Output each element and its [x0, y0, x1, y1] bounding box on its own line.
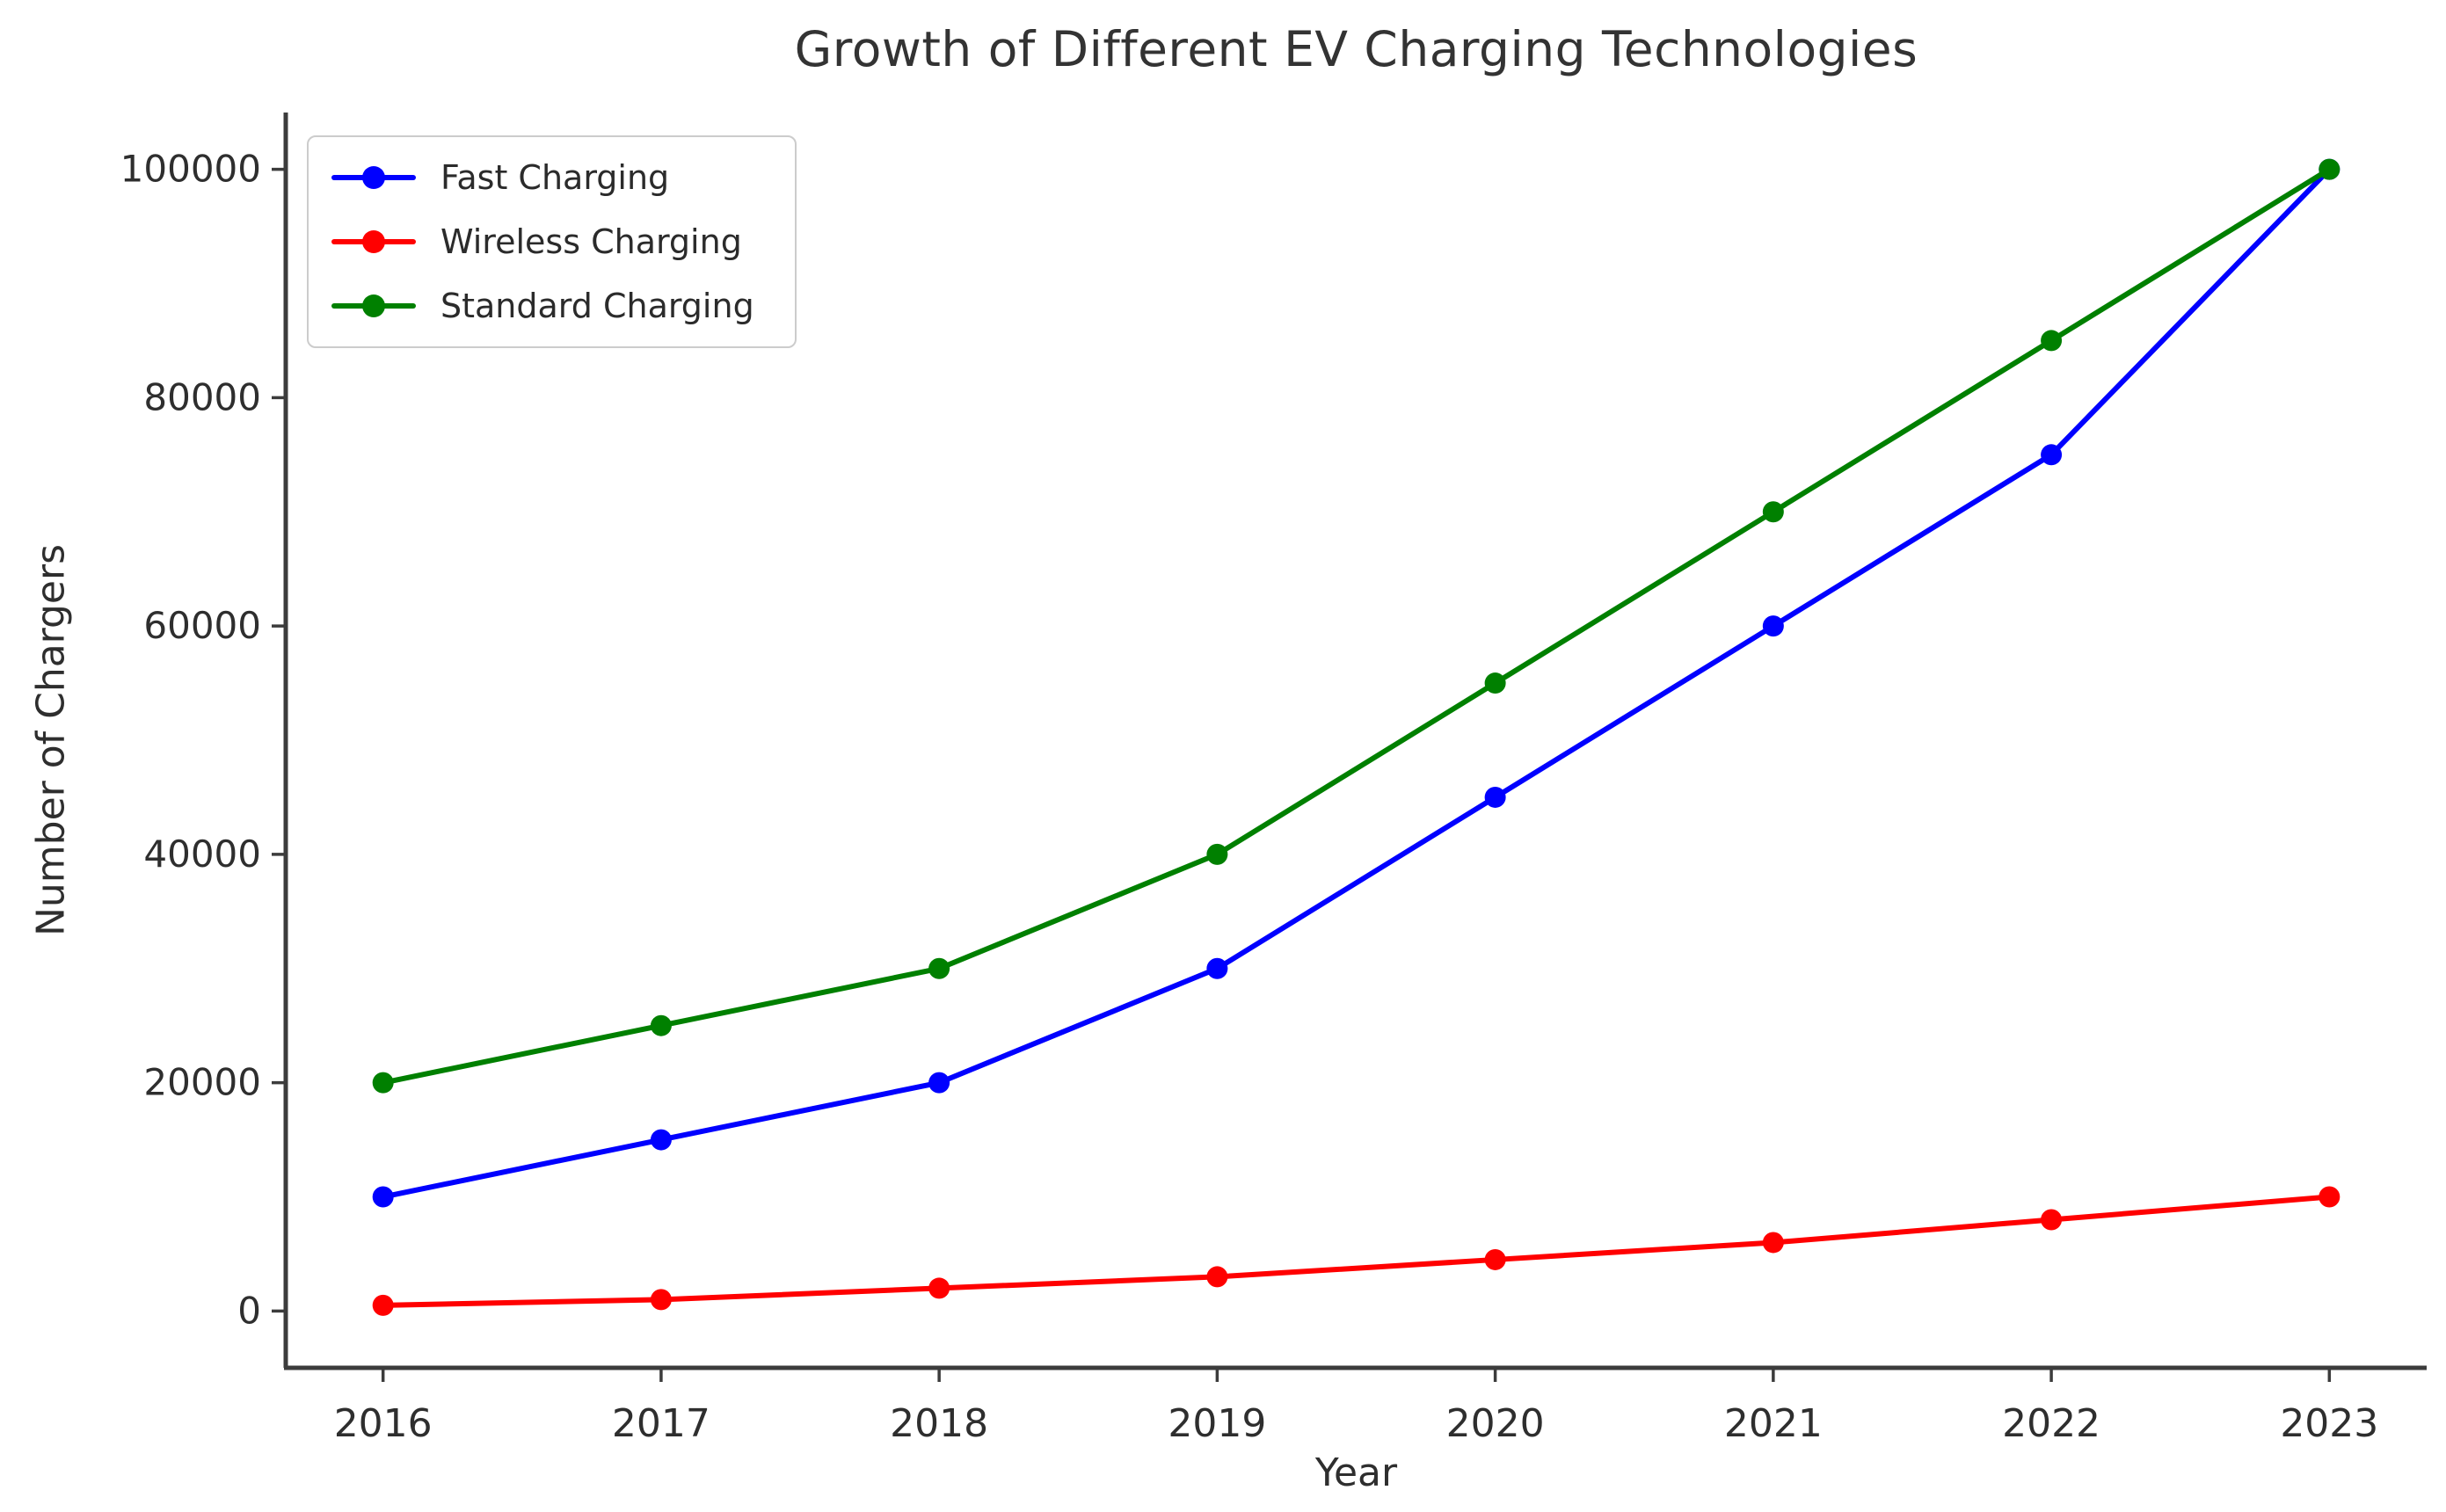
series-marker-wireless-charging	[2319, 1186, 2340, 1208]
series-line-fast-charging	[380, 166, 2333, 1200]
x-tick-label: 2017	[612, 1401, 710, 1446]
series-marker-fast-charging	[1762, 615, 1784, 637]
series-marker-fast-charging	[650, 1129, 672, 1151]
series-marker-wireless-charging	[2041, 1209, 2063, 1231]
series-marker-fast-charging	[928, 1072, 950, 1094]
series-marker-wireless-charging	[1206, 1266, 1228, 1288]
series-marker-fast-charging	[1484, 786, 1506, 808]
x-tick-label: 2021	[1724, 1401, 1823, 1446]
fast-charging-line-marker-icon	[331, 165, 416, 190]
series-marker-fast-charging	[372, 1186, 394, 1208]
series-line-standard-charging	[380, 166, 2333, 1086]
wireless-charging-line-marker-icon	[331, 229, 416, 254]
chart-title: Growth of Different EV Charging Technolo…	[794, 21, 1918, 77]
series-marker-standard-charging	[928, 957, 950, 979]
standard-charging-line-marker-icon	[331, 294, 416, 318]
y-tick-label: 80000	[143, 375, 261, 418]
legend-item-wireless-charging: Wireless Charging	[309, 222, 795, 261]
legend-item-standard-charging: Standard Charging	[309, 287, 795, 325]
y-tick-label: 20000	[143, 1061, 261, 1104]
series-marker-standard-charging	[1206, 843, 1228, 865]
series-marker-wireless-charging	[1762, 1232, 1784, 1254]
y-tick-label: 60000	[143, 604, 261, 647]
x-tick-label: 2019	[1168, 1401, 1266, 1446]
series-marker-wireless-charging	[372, 1294, 394, 1316]
series-marker-standard-charging	[650, 1014, 672, 1036]
x-tick-label: 2023	[2280, 1401, 2378, 1446]
series-marker-wireless-charging	[1484, 1248, 1506, 1270]
y-axis-label: Number of Chargers	[28, 543, 74, 937]
x-tick-label: 2018	[890, 1401, 988, 1446]
y-tick-label: 40000	[143, 832, 261, 876]
x-tick-label: 2020	[1446, 1401, 1545, 1446]
legend-label: Standard Charging	[440, 286, 754, 325]
series-marker-standard-charging	[2041, 330, 2063, 352]
series-marker-standard-charging	[372, 1072, 394, 1094]
y-tick-label: 0	[237, 1289, 261, 1332]
series-marker-standard-charging	[1762, 501, 1784, 523]
x-tick-label: 2016	[334, 1401, 433, 1446]
series-marker-wireless-charging	[650, 1289, 672, 1311]
series-marker-wireless-charging	[928, 1277, 950, 1299]
series-marker-standard-charging	[1484, 672, 1506, 694]
legend-label: Fast Charging	[440, 158, 670, 198]
x-tick-label: 2022	[2002, 1401, 2100, 1446]
series-marker-standard-charging	[2319, 158, 2340, 180]
legend-label: Wireless Charging	[440, 222, 742, 261]
legend: Fast Charging Wireless Charging Standard…	[307, 135, 797, 348]
series-line-wireless-charging	[380, 1194, 2333, 1308]
y-tick-label: 100000	[120, 148, 261, 191]
series-marker-fast-charging	[1206, 957, 1228, 979]
series-marker-fast-charging	[2041, 444, 2063, 466]
x-axis-label: Year	[1314, 1450, 1398, 1495]
legend-item-fast-charging: Fast Charging	[309, 158, 795, 197]
